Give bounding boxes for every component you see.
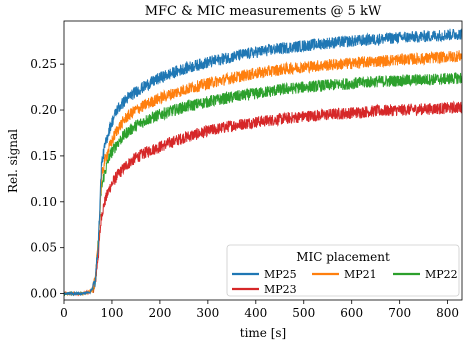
legend-label-mp25: MP25	[264, 268, 297, 281]
series-line-mp23	[64, 100, 462, 297]
plot-frame	[63, 20, 463, 301]
y-tick-label: 0.00	[30, 287, 57, 301]
legend-label-mp21: MP21	[344, 268, 377, 281]
y-tick-label: 0.10	[30, 195, 57, 209]
chart-title: MFC & MIC measurements @ 5 kW	[145, 4, 382, 19]
y-tick-label: 0.20	[30, 103, 57, 117]
x-tick-label: 100	[100, 306, 123, 320]
x-tick-label: 700	[388, 306, 411, 320]
y-tick-label: 0.25	[30, 57, 57, 71]
y-axis-label: Rel. signal	[6, 129, 20, 193]
series-line-mp21	[64, 50, 462, 297]
series-line-mp22	[64, 72, 462, 297]
legend-label-mp23: MP23	[264, 283, 297, 296]
x-tick-label: 500	[292, 306, 315, 320]
legend-label-mp22: MP22	[425, 268, 458, 281]
x-tick-label: 600	[340, 306, 363, 320]
x-tick-label: 800	[436, 306, 459, 320]
x-tick-label: 400	[244, 306, 267, 320]
series-line-mp25	[64, 28, 462, 297]
x-tick-label: 0	[60, 306, 68, 320]
x-tick-label: 200	[148, 306, 171, 320]
y-tick-label: 0.05	[30, 241, 57, 255]
legend-title: MIC placement	[296, 250, 390, 264]
legend-box	[226, 244, 460, 297]
x-tick-label: 300	[196, 306, 219, 320]
legend: MIC placement MP25 MP21 MP22 MP23	[226, 244, 460, 297]
y-tick-label: 0.15	[30, 149, 57, 163]
x-axis-label: time [s]	[240, 326, 286, 340]
